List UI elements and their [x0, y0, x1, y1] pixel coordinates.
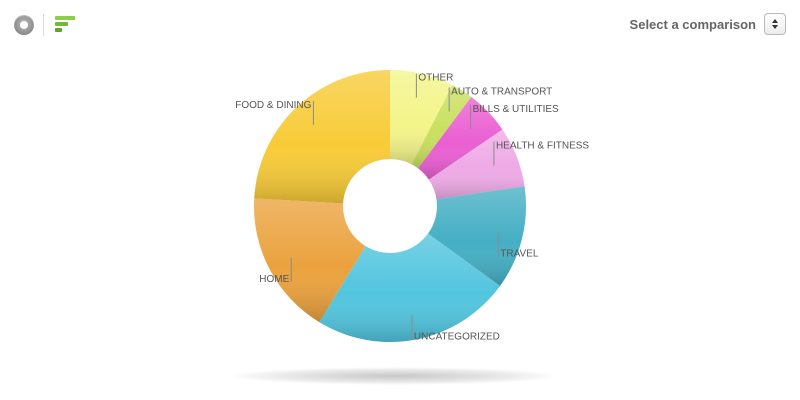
label-uncategorized: UNCATEGORIZED: [414, 331, 500, 342]
bar-chart-icon[interactable]: [55, 16, 77, 34]
label-bills-and-utilities: BILLS & UTILITIES: [473, 104, 559, 115]
toolbar-divider: [43, 14, 44, 36]
updown-arrows-icon[interactable]: [764, 13, 786, 35]
slice-food-and-dining[interactable]: [254, 70, 390, 204]
label-food-and-dining: FOOD & DINING: [235, 100, 311, 111]
comparison-selector[interactable]: Select a comparison: [630, 13, 786, 35]
label-travel: TRAVEL: [500, 249, 539, 260]
label-other: OTHER: [418, 73, 453, 84]
label-health-and-fitness: HEALTH & FITNESS: [496, 141, 589, 152]
chart-shadow: [230, 367, 560, 385]
label-auto-and-transport: AUTO & TRANSPORT: [451, 86, 552, 97]
comparison-label[interactable]: Select a comparison: [629, 16, 756, 32]
label-home: HOME: [259, 274, 289, 285]
donut-chart-icon[interactable]: [14, 15, 34, 35]
chart-toolbar: [14, 12, 77, 38]
